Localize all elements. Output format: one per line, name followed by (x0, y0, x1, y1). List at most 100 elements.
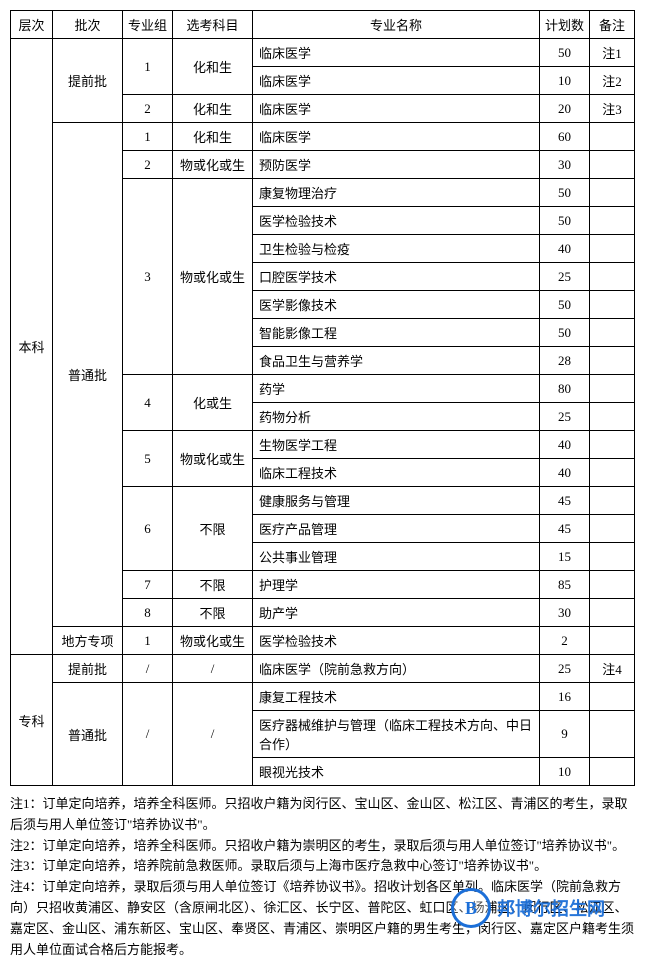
cell-plan: 80 (540, 375, 590, 403)
cell-note: 注4 (590, 655, 635, 683)
cell-note (590, 179, 635, 207)
cell-group: / (123, 683, 173, 786)
table-row: 本科 提前批 1 化和生 临床医学 50 注1 (11, 39, 635, 67)
cell-batch: 普通批 (53, 683, 123, 786)
note-4: 注4：订单定向培养，录取后须与用人单位签订《培养协议书》。招收计划各区单列。临床… (10, 877, 635, 960)
note-1: 注1：订单定向培养，培养全科医师。只招收户籍为闵行区、宝山区、金山区、松江区、青… (10, 794, 635, 836)
cell-major: 临床医学 (253, 67, 540, 95)
cell-plan: 40 (540, 235, 590, 263)
cell-group: 5 (123, 431, 173, 487)
cell-major: 药学 (253, 375, 540, 403)
cell-major: 护理学 (253, 571, 540, 599)
table-header-row: 层次 批次 专业组 选考科目 专业名称 计划数 备注 (11, 11, 635, 39)
cell-plan: 50 (540, 319, 590, 347)
cell-plan: 60 (540, 123, 590, 151)
cell-plan: 40 (540, 459, 590, 487)
table-row: 地方专项 1 物或化或生 医学检验技术 2 (11, 627, 635, 655)
table-row: 普通批 1 化和生 临床医学 60 (11, 123, 635, 151)
cell-major: 公共事业管理 (253, 543, 540, 571)
cell-group: / (123, 655, 173, 683)
header-subject: 选考科目 (173, 11, 253, 39)
cell-plan: 28 (540, 347, 590, 375)
cell-group: 2 (123, 151, 173, 179)
cell-note (590, 627, 635, 655)
cell-group: 7 (123, 571, 173, 599)
table-row: 专科 提前批 / / 临床医学（院前急救方向） 25 注4 (11, 655, 635, 683)
cell-major: 助产学 (253, 599, 540, 627)
cell-subject: 物或化或生 (173, 627, 253, 655)
cell-major: 健康服务与管理 (253, 487, 540, 515)
cell-plan: 30 (540, 151, 590, 179)
cell-major: 临床医学 (253, 39, 540, 67)
header-note: 备注 (590, 11, 635, 39)
header-level: 层次 (11, 11, 53, 39)
cell-major: 临床医学 (253, 95, 540, 123)
cell-subject: 物或化或生 (173, 431, 253, 487)
cell-major: 临床工程技术 (253, 459, 540, 487)
cell-major: 临床医学（院前急救方向） (253, 655, 540, 683)
cell-batch: 提前批 (53, 655, 123, 683)
cell-major: 眼视光技术 (253, 758, 540, 786)
cell-major: 临床医学 (253, 123, 540, 151)
admission-plan-table: 层次 批次 专业组 选考科目 专业名称 计划数 备注 本科 提前批 1 化和生 … (10, 10, 635, 786)
cell-plan: 15 (540, 543, 590, 571)
header-plan: 计划数 (540, 11, 590, 39)
cell-note (590, 375, 635, 403)
cell-note (590, 571, 635, 599)
cell-subject: / (173, 683, 253, 786)
cell-batch: 地方专项 (53, 627, 123, 655)
cell-group: 4 (123, 375, 173, 431)
cell-major: 药物分析 (253, 403, 540, 431)
cell-note (590, 207, 635, 235)
cell-note (590, 347, 635, 375)
cell-plan: 25 (540, 263, 590, 291)
cell-subject: / (173, 655, 253, 683)
cell-note (590, 403, 635, 431)
cell-note (590, 459, 635, 487)
cell-note (590, 683, 635, 711)
cell-major: 卫生检验与检疫 (253, 235, 540, 263)
cell-major: 智能影像工程 (253, 319, 540, 347)
cell-major: 医学检验技术 (253, 627, 540, 655)
cell-subject: 不限 (173, 487, 253, 571)
cell-batch: 提前批 (53, 39, 123, 123)
cell-plan: 40 (540, 431, 590, 459)
cell-note (590, 235, 635, 263)
cell-major: 康复工程技术 (253, 683, 540, 711)
cell-plan: 9 (540, 711, 590, 758)
cell-subject: 化和生 (173, 95, 253, 123)
cell-group: 1 (123, 123, 173, 151)
cell-plan: 10 (540, 67, 590, 95)
cell-note (590, 515, 635, 543)
cell-plan: 45 (540, 515, 590, 543)
cell-level-zhuanke: 专科 (11, 655, 53, 786)
cell-note: 注2 (590, 67, 635, 95)
cell-major: 医疗产品管理 (253, 515, 540, 543)
cell-note (590, 151, 635, 179)
cell-subject: 物或化或生 (173, 151, 253, 179)
cell-note (590, 319, 635, 347)
cell-note (590, 487, 635, 515)
cell-plan: 20 (540, 95, 590, 123)
cell-plan: 10 (540, 758, 590, 786)
cell-level-benke: 本科 (11, 39, 53, 655)
cell-note (590, 758, 635, 786)
cell-subject: 化或生 (173, 375, 253, 431)
cell-major: 口腔医学技术 (253, 263, 540, 291)
cell-subject: 不限 (173, 599, 253, 627)
cell-note (590, 263, 635, 291)
cell-note (590, 431, 635, 459)
header-major: 专业名称 (253, 11, 540, 39)
cell-plan: 50 (540, 179, 590, 207)
cell-major: 医学检验技术 (253, 207, 540, 235)
cell-plan: 50 (540, 291, 590, 319)
cell-major: 康复物理治疗 (253, 179, 540, 207)
cell-group: 8 (123, 599, 173, 627)
note-3: 注3：订单定向培养，培养院前急救医师。录取后须与上海市医疗急救中心签订"培养协议… (10, 856, 635, 877)
cell-subject: 不限 (173, 571, 253, 599)
cell-batch: 普通批 (53, 123, 123, 627)
header-group: 专业组 (123, 11, 173, 39)
cell-plan: 45 (540, 487, 590, 515)
note-2: 注2：订单定向培养，培养全科医师。只招收户籍为崇明区的考生，录取后须与用人单位签… (10, 836, 635, 857)
cell-note (590, 123, 635, 151)
